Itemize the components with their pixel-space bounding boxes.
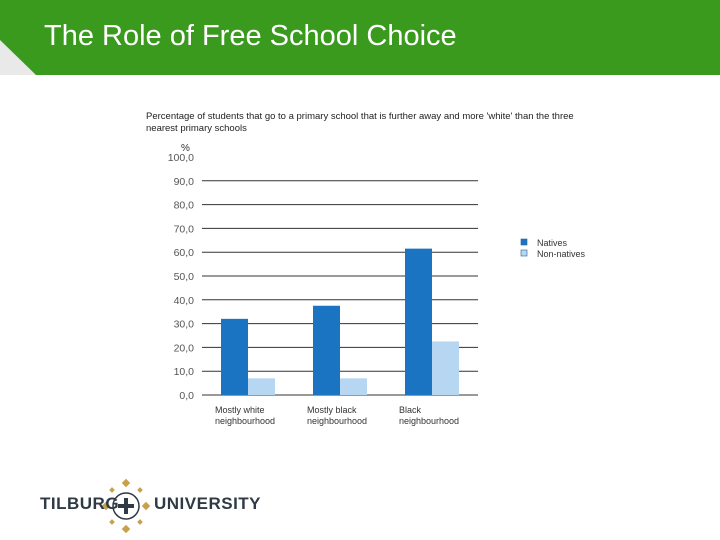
bar-natives-2 — [313, 305, 340, 395]
y-tick-label: 10,0 — [174, 366, 195, 378]
y-tick-label: 60,0 — [174, 247, 195, 259]
bar-natives-1 — [221, 318, 248, 395]
bar-non-natives-1 — [248, 378, 275, 395]
y-tick-label: 20,0 — [174, 342, 195, 354]
y-tick-label: 30,0 — [174, 319, 195, 331]
y-tick-label: 70,0 — [174, 223, 195, 235]
logo-word-right: UNIVERSITY — [154, 494, 262, 513]
chart-subtitle: Percentage of students that go to a prim… — [146, 111, 574, 134]
legend-swatch — [520, 238, 528, 246]
y-tick-label: 90,0 — [174, 176, 195, 188]
y-unit-label: % — [181, 143, 190, 154]
bar-non-natives-3 — [432, 341, 459, 395]
legend-swatch — [520, 249, 528, 257]
y-tick-label: 100,0 — [168, 152, 194, 164]
logo-word-left: TILBURG — [40, 494, 120, 513]
x-category-label: Black neighbourhood — [399, 405, 459, 426]
y-tick-label: 50,0 — [174, 271, 195, 283]
y-tick-label: 80,0 — [174, 200, 195, 212]
bar-non-natives-2 — [340, 378, 367, 395]
university-emblem-icon — [102, 478, 150, 534]
header-bar — [0, 0, 720, 75]
legend-label: Non-natives — [537, 249, 586, 259]
x-category-label: Mostly white neighbourhood — [215, 405, 275, 426]
y-tick-label: 0,0 — [179, 390, 194, 402]
header-background — [0, 0, 720, 75]
slide-header: The Role of Free School Choice — [0, 0, 720, 75]
legend-label: Natives — [537, 238, 568, 248]
slide-title: The Role of Free School Choice — [44, 20, 457, 52]
x-category-label: Mostly black neighbourhood — [307, 405, 367, 426]
bar-natives-3 — [405, 248, 432, 395]
y-tick-label: 40,0 — [174, 295, 195, 307]
